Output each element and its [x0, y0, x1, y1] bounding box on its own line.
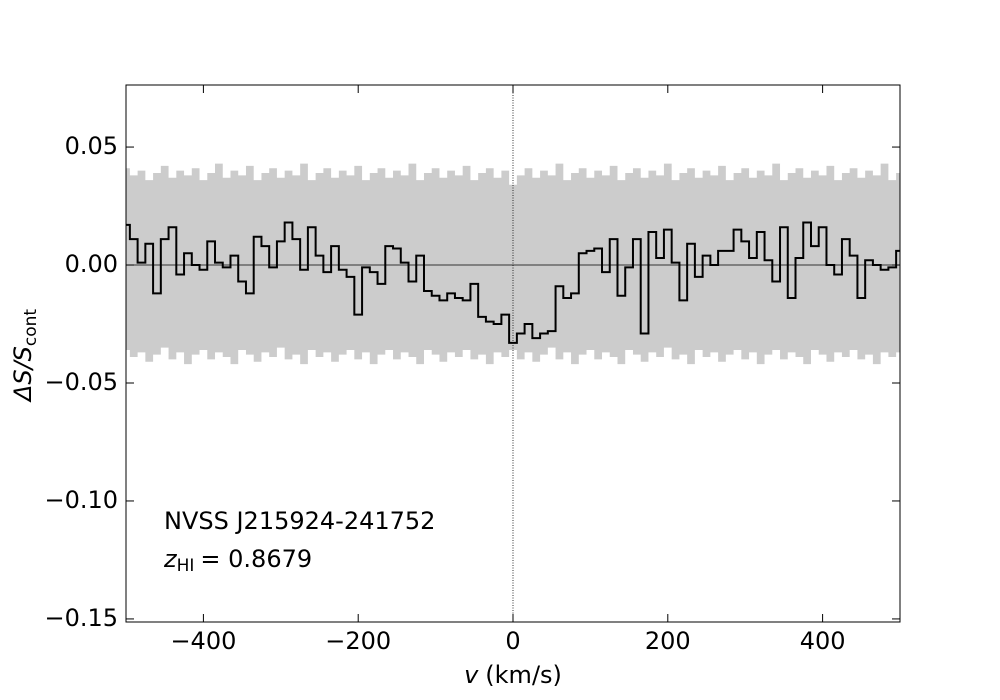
x-tick-label: 200	[645, 627, 691, 655]
z-sub: HI	[177, 556, 195, 576]
ticks: −400 −200 0 200 400 −0.15 −0.10 −0.05 0.00 0.05	[44, 85, 900, 655]
y-label-sub: cont	[21, 309, 41, 347]
noise-band	[126, 163, 900, 365]
redshift-annotation: zHI = 0.8679	[163, 545, 312, 576]
x-tick-label: 400	[800, 627, 846, 655]
source-annotation: NVSS J215924-241752	[164, 507, 435, 535]
y-label-main: ΔS/S	[9, 346, 37, 403]
x-label-unit: (km/s)	[485, 661, 562, 689]
z-value: = 0.8679	[200, 545, 312, 573]
x-tick-label: −400	[170, 627, 236, 655]
z-var: z	[163, 545, 178, 573]
y-tick-label: 0.00	[65, 250, 118, 278]
y-tick-label: −0.10	[44, 486, 118, 514]
plot-area	[126, 85, 900, 622]
x-axis-label: v (km/s)	[464, 661, 562, 689]
x-tick-label: −200	[325, 627, 391, 655]
x-tick-label: 0	[505, 627, 520, 655]
spectrum-line	[126, 221, 900, 344]
x-label-var: v	[464, 661, 479, 689]
y-tick-label: −0.05	[44, 368, 118, 396]
y-tick-label: −0.15	[44, 604, 118, 632]
y-axis-label: ΔS/Scont	[9, 309, 41, 404]
y-tick-label: 0.05	[65, 132, 118, 160]
